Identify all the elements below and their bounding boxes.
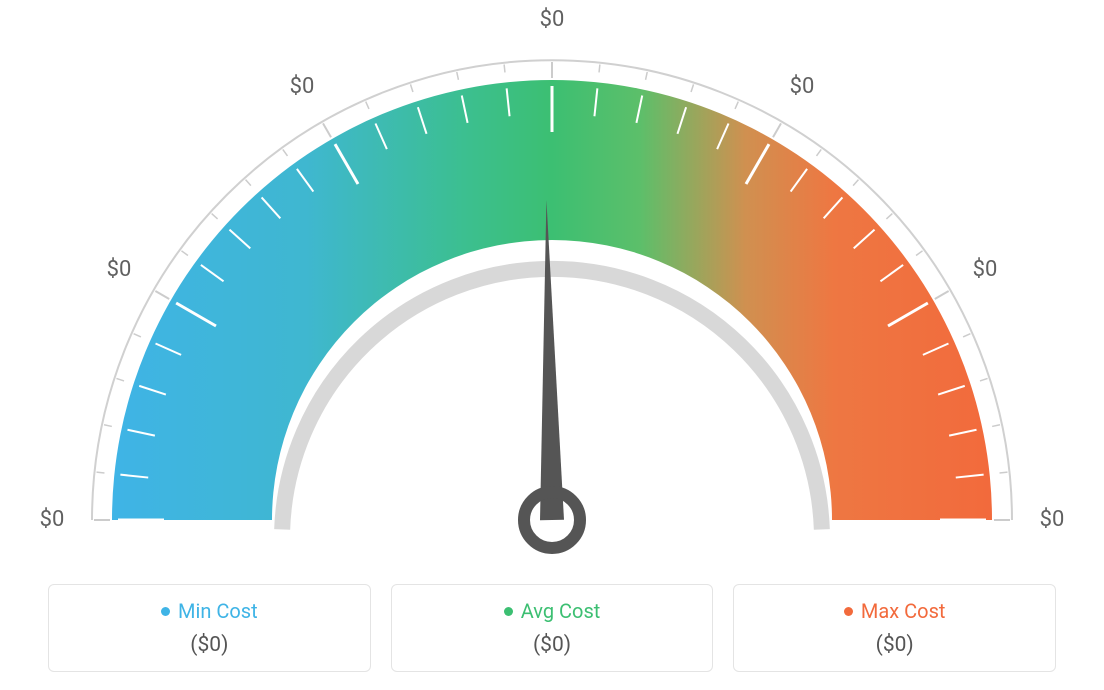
svg-text:$0: $0 [973,257,998,282]
legend-row: Min Cost ($0) Avg Cost ($0) Max Cost ($0… [48,584,1056,672]
legend-title-max: Max Cost [844,599,946,623]
legend-dot-avg [504,607,513,616]
legend-label-min: Min Cost [178,599,258,623]
legend-label-max: Max Cost [861,599,946,623]
legend-label-avg: Avg Cost [521,599,601,623]
legend-card-avg: Avg Cost ($0) [391,584,714,672]
gauge-chart: $0 $0 $0 $0 $0 $0 $0 [0,0,1104,560]
legend-card-min: Min Cost ($0) [48,584,371,672]
legend-dot-max [844,607,853,616]
legend-card-max: Max Cost ($0) [733,584,1056,672]
legend-value-max: ($0) [744,633,1045,657]
svg-text:$0: $0 [107,257,132,282]
legend-value-min: ($0) [59,633,360,657]
svg-text:$0: $0 [1040,507,1065,532]
gauge-svg: $0 $0 $0 $0 $0 $0 $0 [0,0,1104,560]
legend-dot-min [161,607,170,616]
svg-text:$0: $0 [40,507,65,532]
svg-text:$0: $0 [290,74,315,99]
legend-title-avg: Avg Cost [504,599,601,623]
svg-text:$0: $0 [790,74,815,99]
legend-title-min: Min Cost [161,599,258,623]
cost-gauge-widget: $0 $0 $0 $0 $0 $0 $0 Min Cost ($0) Avg Cost ($… [0,0,1104,690]
legend-value-avg: ($0) [402,633,703,657]
svg-text:$0: $0 [540,7,565,32]
